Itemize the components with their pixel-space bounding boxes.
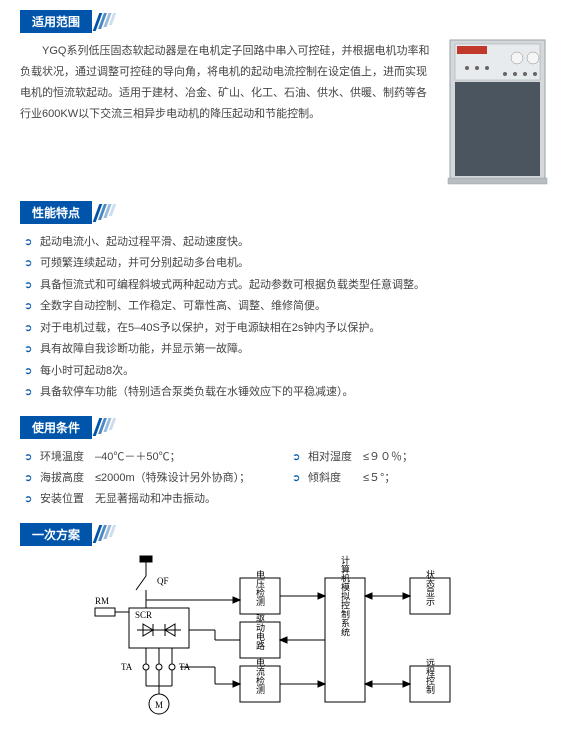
features-list: 起动电流小、起动过程平滑、起动速度快。 可频繁连续起动，并可分别起动多台电机。 … xyxy=(20,232,550,404)
label-current-detect: 电流检测 xyxy=(255,657,265,695)
section-header-scope: 适用范围 xyxy=(20,10,550,33)
list-item: 具有故障自我诊断功能，并显示第一故障。 xyxy=(24,339,550,360)
decor-stripes xyxy=(96,525,114,543)
decor-stripes xyxy=(96,204,114,222)
list-item: 环境温度 –40℃－＋50℃； xyxy=(24,447,282,468)
list-item: 每小时可起动8次。 xyxy=(24,361,550,382)
section-title-features: 性能特点 xyxy=(20,201,92,224)
section-title-scheme: 一次方案 xyxy=(20,523,92,546)
list-item: 对于电机过载，在5–40S予以保护，对于电源缺相在2s钟内予以保护。 xyxy=(24,318,550,339)
label-status-display: 状态显示 xyxy=(425,569,435,606)
section-title-conditions: 使用条件 xyxy=(20,416,92,439)
label-mcu: 计算机模拟控制系统 xyxy=(340,554,350,637)
list-item: 可频繁连续起动，并可分别起动多台电机。 xyxy=(24,253,550,274)
label-qf: QF xyxy=(157,576,169,586)
section-title-scope: 适用范围 xyxy=(20,10,92,33)
list-item: 具备软停车功能（特别适合泵类负载在水锤效应下的平稳减速）。 xyxy=(24,382,550,403)
list-item: 海拔高度 ≤2000m（特殊设计另外协商）； xyxy=(24,468,282,489)
section-header-scheme: 一次方案 xyxy=(20,523,550,546)
list-item: 具备恒流式和可编程斜坡式两种起动方式。起动参数可根据负载类型任意调整。 xyxy=(24,275,550,296)
list-item: 安装位置 无显著摇动和冲击振动。 xyxy=(24,489,282,510)
section-header-conditions: 使用条件 xyxy=(20,416,550,439)
label-m: M xyxy=(155,700,163,710)
conditions-grid: 环境温度 –40℃－＋50℃； 相对湿度 ≤９０％； 海拔高度 ≤2000m（特… xyxy=(20,447,550,511)
label-drive-circuit: 驱动电路 xyxy=(255,614,265,651)
label-scr: SCR xyxy=(135,610,152,620)
list-item: 全数字自动控制、工作稳定、可靠性高、调整、维修简便。 xyxy=(24,296,550,317)
label-remote-ctrl: 远程控制 xyxy=(425,658,435,694)
list-item: 倾斜度 ≤５°； xyxy=(292,468,550,489)
decor-stripes xyxy=(96,418,114,436)
cabinet-figure xyxy=(445,36,550,189)
label-voltage-detect: 电压检测 xyxy=(255,569,265,607)
scope-block: YGQ系列低压固态软起动器是在电机定子回路中串入可控硅，并根据电机功率和负载状况… xyxy=(20,41,550,189)
decor-stripes xyxy=(96,13,114,31)
scope-body-text: YGQ系列低压固态软起动器是在电机定子回路中串入可控硅，并根据电机功率和负载状况… xyxy=(20,41,431,125)
scheme-diagram: QF RM SCR TA TA xyxy=(20,554,550,724)
label-ta: TA xyxy=(121,662,133,672)
label-rm: RM xyxy=(95,596,109,606)
section-header-features: 性能特点 xyxy=(20,201,550,224)
list-item: 起动电流小、起动过程平滑、起动速度快。 xyxy=(24,232,550,253)
list-item: 相对湿度 ≤９０％； xyxy=(292,447,550,468)
